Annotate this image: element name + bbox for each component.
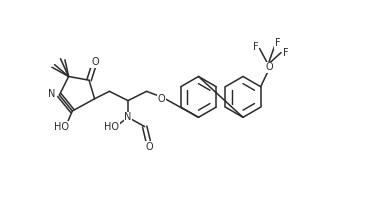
Text: O: O <box>158 94 165 104</box>
Text: HO: HO <box>104 122 119 132</box>
Text: HO: HO <box>55 122 69 132</box>
Text: F: F <box>283 48 288 58</box>
Text: F: F <box>253 42 259 52</box>
Text: O: O <box>145 142 153 152</box>
Text: N: N <box>124 112 132 122</box>
Text: F: F <box>275 38 280 48</box>
Text: N: N <box>48 89 56 99</box>
Text: O: O <box>265 62 273 72</box>
Text: O: O <box>91 57 99 67</box>
